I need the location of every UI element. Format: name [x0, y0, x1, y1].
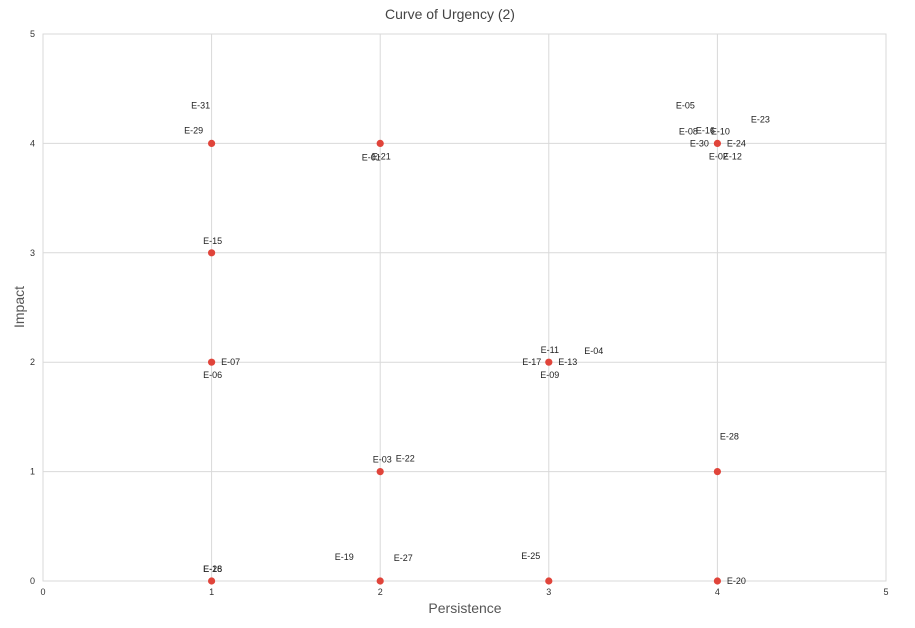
x-tick-label: 5	[883, 587, 888, 597]
point-label: E-07	[221, 357, 240, 367]
point-label: E-23	[751, 114, 770, 124]
point-label: E-24	[727, 138, 746, 148]
x-tick-label: 4	[715, 587, 720, 597]
point-label: E-16	[696, 125, 715, 135]
point-label: E-26	[203, 564, 222, 574]
point-label: E-19	[335, 552, 354, 562]
point-label: E-03	[373, 455, 392, 465]
point-label: E-15	[203, 236, 222, 246]
point-label: E-04	[584, 346, 603, 356]
point-label: E-17	[522, 357, 541, 367]
point-label: E-22	[396, 454, 415, 464]
data-point	[208, 358, 216, 366]
point-label: E-02	[709, 151, 728, 161]
data-point	[208, 139, 216, 147]
x-tick-label: 0	[40, 587, 45, 597]
point-label: E-31	[191, 100, 210, 110]
point-label: E-08	[679, 126, 698, 136]
x-tick-label: 1	[209, 587, 214, 597]
chart-title: Curve of Urgency (2)	[385, 6, 515, 22]
data-point	[713, 468, 722, 476]
y-tick-label: 2	[30, 357, 35, 367]
data-point	[713, 139, 722, 147]
point-label: E-05	[676, 100, 695, 110]
point-labels: E-31 E-29 E-01E-21 E-05 E-23 E-08E-16E-10E-30…	[184, 100, 770, 586]
point-label: E-27	[394, 553, 413, 563]
y-axis-title: Impact	[11, 286, 27, 328]
y-tick-label: 3	[30, 248, 35, 258]
point-label: E-21	[372, 151, 391, 161]
y-tick-label: 4	[30, 138, 35, 148]
data-points	[208, 139, 722, 585]
point-label: E-12	[723, 151, 742, 161]
point-label: E-30	[690, 138, 709, 148]
point-label: E-18	[203, 564, 222, 574]
y-tick-label: 1	[30, 467, 35, 477]
x-tick-label: 3	[546, 587, 551, 597]
data-point	[713, 577, 722, 585]
data-point	[545, 358, 553, 366]
gridlines	[43, 34, 886, 581]
y-tick-label: 5	[30, 29, 35, 39]
point-label: E-29	[184, 125, 203, 135]
point-label: E-13	[558, 357, 577, 367]
x-axis-title: Persistence	[428, 600, 501, 616]
point-label: E-09	[540, 370, 559, 380]
tick-labels: 0 1 2 3 4 5 0 1 2 3 4 5	[30, 29, 889, 597]
data-point	[376, 577, 384, 585]
data-point	[208, 577, 216, 585]
data-point	[376, 139, 384, 147]
point-label: E-01	[362, 152, 381, 162]
data-point	[208, 249, 216, 257]
data-point	[376, 468, 384, 476]
point-label: E-06	[203, 370, 222, 380]
data-point	[545, 577, 553, 585]
point-label: E-11	[541, 345, 559, 355]
point-label: E-20	[727, 576, 746, 586]
plot-area	[42, 33, 887, 582]
point-label: E-10	[711, 126, 730, 136]
y-tick-label: 0	[30, 576, 35, 586]
point-label: E-25	[521, 551, 540, 561]
point-label: E-28	[720, 432, 739, 442]
x-tick-label: 2	[378, 587, 383, 597]
